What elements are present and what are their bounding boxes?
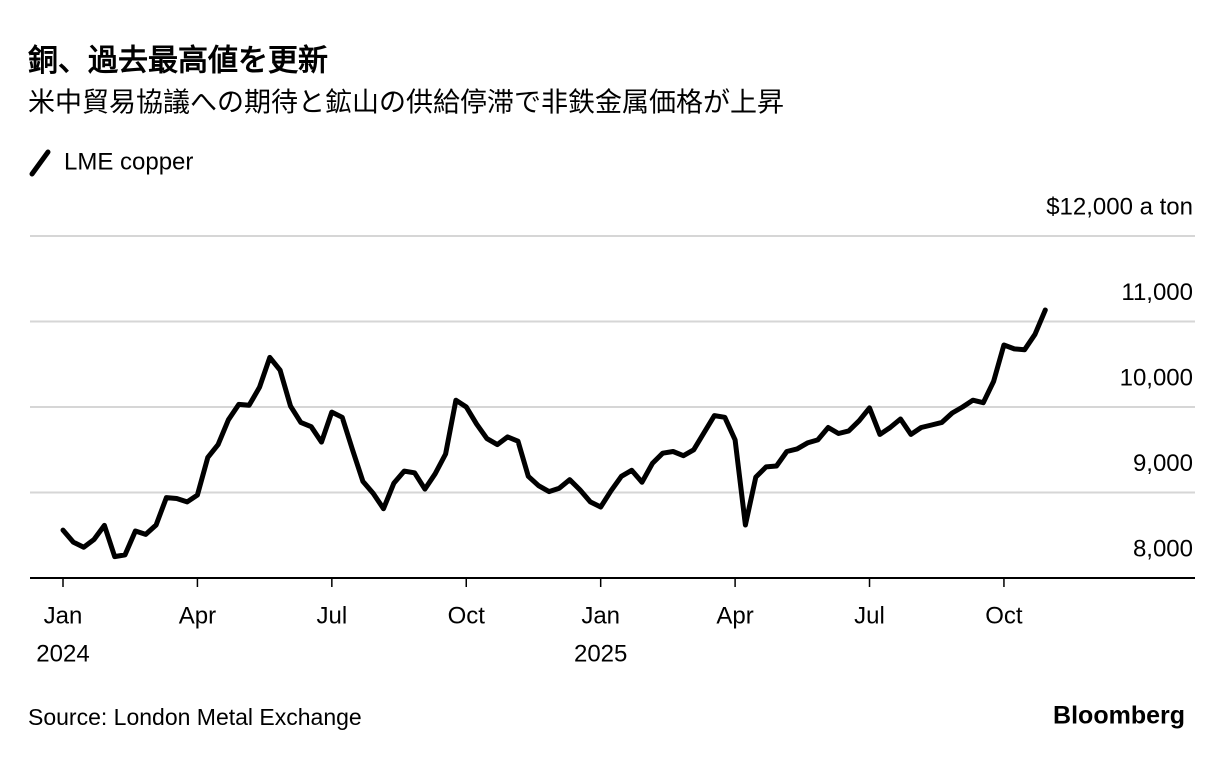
y-tick-label: 8,000: [1133, 535, 1193, 562]
chart-subtitle: 米中貿易協議への期待と鉱山の供給停滞で非鉄金属価格が上昇: [28, 88, 784, 119]
y-tick-label: 10,000: [1120, 364, 1193, 391]
x-tick-label: Apr: [716, 602, 753, 629]
x-year-label: 2025: [574, 640, 627, 667]
x-year-label: 2024: [36, 640, 89, 667]
x-tick-label: Jan: [581, 602, 620, 629]
brand: Bloomberg: [1053, 702, 1185, 730]
y-tick-label: 9,000: [1133, 450, 1193, 477]
x-tick-label: Jul: [316, 602, 347, 629]
legend-label: LME copper: [64, 148, 193, 175]
series-line: [60, 307, 1048, 560]
y-tick-label: 11,000: [1121, 279, 1193, 306]
chart-title: 銅、過去最高値を更新: [28, 44, 328, 79]
x-tick-label: Jan: [44, 602, 83, 629]
y-tick-label: $12,000 a ton: [1046, 193, 1193, 220]
legend-swatch: [29, 149, 51, 177]
x-tick-label: Jul: [854, 602, 885, 629]
x-tick-label: Apr: [179, 602, 216, 629]
source: Source: London Metal Exchange: [28, 704, 362, 730]
x-tick-label: Oct: [985, 602, 1023, 629]
x-tick-label: Oct: [448, 602, 486, 629]
